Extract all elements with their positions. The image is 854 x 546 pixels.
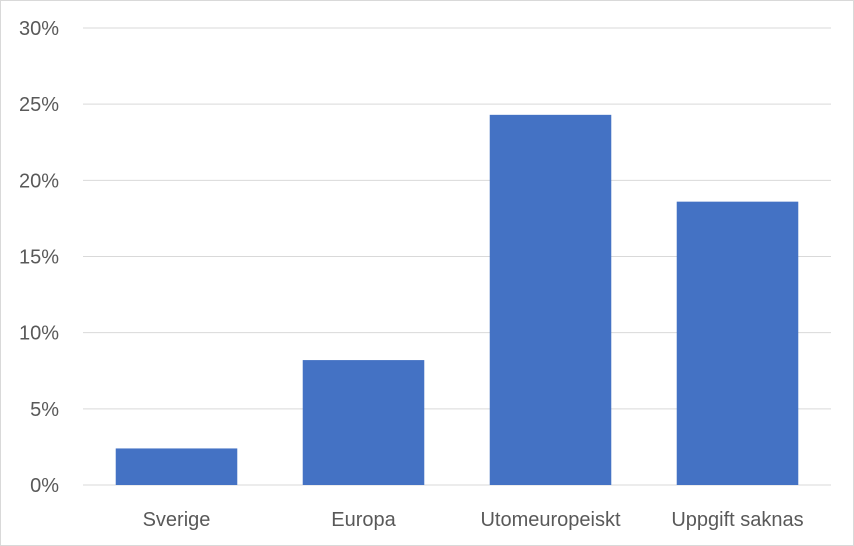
gridlines xyxy=(83,27,831,486)
x-tick-label: Utomeuropeiskt xyxy=(480,509,621,531)
y-tick-label: 30% xyxy=(19,18,59,40)
y-tick-label: 20% xyxy=(19,170,59,192)
x-tick-label: Uppgift saknas xyxy=(671,509,803,531)
x-tick-label: Europa xyxy=(331,509,396,531)
y-tick-label: 15% xyxy=(19,247,59,269)
y-tick-label: 5% xyxy=(30,399,59,421)
x-axis-tick-labels: Sverige Europa Utomeuropeiskt Uppgift sakna… xyxy=(143,509,804,531)
bar-uppgift-saknas xyxy=(676,201,799,485)
bars xyxy=(115,114,799,485)
bar-europa xyxy=(302,360,425,485)
bar-sverige xyxy=(115,448,238,485)
y-axis-tick-labels: 0% 5% 10% 15% 20% 25% 30% xyxy=(19,18,59,497)
bar-utomeuropeiskt xyxy=(489,114,612,485)
y-tick-label: 10% xyxy=(19,323,59,345)
y-tick-label: 25% xyxy=(19,94,59,116)
x-tick-label: Sverige xyxy=(143,509,211,531)
y-tick-label: 0% xyxy=(30,475,59,497)
